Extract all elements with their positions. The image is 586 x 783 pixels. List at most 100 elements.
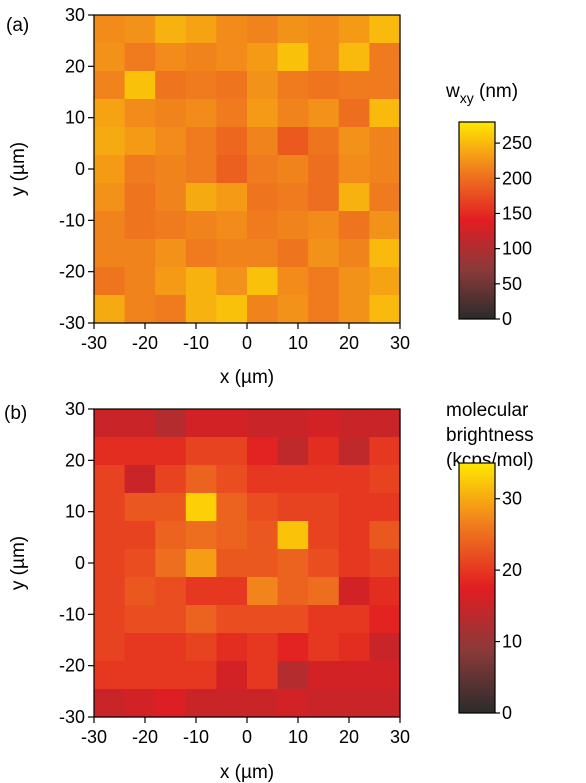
heat-cell (185, 437, 217, 466)
heat-cell (124, 605, 156, 634)
heat-cell (94, 437, 126, 466)
heat-cell (338, 437, 370, 466)
colorbar-tick-label: 30 (502, 489, 522, 509)
heat-cell (216, 437, 248, 466)
colorbar-title-b-line1: molecular (446, 400, 529, 421)
heat-cell (94, 689, 126, 718)
x-tick-label: -30 (81, 333, 107, 353)
heat-cell (124, 689, 156, 718)
heat-cell (277, 661, 309, 690)
heat-cell (247, 661, 279, 690)
heat-cell (185, 661, 217, 690)
heat-cell (369, 409, 401, 438)
colorbar-tick-label: 50 (502, 274, 522, 294)
heat-cell (185, 267, 217, 296)
heat-cell (277, 239, 309, 268)
y-axis-label-a: y (µm) (8, 142, 29, 196)
heat-cell (185, 15, 217, 44)
heat-cell (124, 155, 156, 184)
heat-cell (338, 15, 370, 44)
colorbar-title-a-main: w (445, 81, 460, 102)
x-tick-label: 10 (288, 333, 308, 353)
heat-cell (247, 155, 279, 184)
heat-cell (369, 493, 401, 522)
panel-b-label: (b) (4, 403, 27, 424)
heat-cell (277, 605, 309, 634)
heat-cell (338, 493, 370, 522)
heat-cell (277, 409, 309, 438)
heat-cell (308, 577, 340, 606)
heat-cell (308, 661, 340, 690)
heat-cell (94, 15, 126, 44)
heat-cell (155, 493, 187, 522)
heat-cell (338, 465, 370, 494)
colorbar-tick-label: 20 (502, 560, 522, 580)
panel-b: (b) -30 -20 -10 0 10 20 30 30 20 10 0 -10 -20 -30 x … (4, 399, 534, 783)
heat-cell (94, 605, 126, 634)
heat-cell (369, 43, 401, 72)
x-tick-label: 10 (288, 727, 308, 747)
colorbar-a (458, 121, 496, 320)
x-tick-label: 20 (339, 727, 359, 747)
heat-cell (338, 605, 370, 634)
heat-cell (94, 267, 126, 296)
heat-cell (155, 549, 187, 578)
heat-cell (277, 633, 309, 662)
heat-cell (369, 99, 401, 128)
heat-cell (338, 71, 370, 100)
heat-cell (247, 633, 279, 662)
colorbar-title-a: wxy (nm) (445, 81, 518, 106)
heat-cell (277, 549, 309, 578)
y-tick-label: 10 (65, 108, 85, 128)
heat-cell (124, 521, 156, 550)
heat-cell (338, 295, 370, 324)
heat-cell (338, 99, 370, 128)
heat-cell (338, 549, 370, 578)
heat-cell (247, 521, 279, 550)
heat-cell (185, 239, 217, 268)
heat-cell (94, 493, 126, 522)
heat-cell (308, 15, 340, 44)
heat-cell (338, 521, 370, 550)
heat-cell (155, 577, 187, 606)
heat-cell (277, 43, 309, 72)
heat-cell (94, 633, 126, 662)
heat-cell (216, 15, 248, 44)
heat-cell (369, 437, 401, 466)
x-axis-a: -30 -20 -10 0 10 20 30 (81, 323, 410, 353)
heat-cell (277, 521, 309, 550)
heat-cell (308, 71, 340, 100)
heat-cell (308, 409, 340, 438)
heat-cell (308, 99, 340, 128)
heat-cell (277, 689, 309, 718)
heat-cell (338, 661, 370, 690)
heat-cell (277, 127, 309, 156)
colorbar-tick-label: 200 (502, 168, 532, 188)
colorbar-title-a-sub: xy (460, 90, 474, 106)
heat-cell (155, 437, 187, 466)
heat-cell (124, 267, 156, 296)
heat-cell (308, 295, 340, 324)
heat-cell (216, 295, 248, 324)
heatmap-a (94, 15, 401, 324)
y-tick-label: 0 (75, 159, 85, 179)
y-axis-label-b: y (µm) (8, 536, 29, 590)
heat-cell (185, 99, 217, 128)
heat-cell (94, 521, 126, 550)
heat-cell (338, 409, 370, 438)
heat-cell (216, 465, 248, 494)
heat-cell (277, 267, 309, 296)
colorbar-tick-label: 150 (502, 203, 532, 223)
heat-cell (247, 183, 279, 212)
colorbar-tick-label: 10 (502, 632, 522, 652)
x-tick-label: 0 (242, 333, 252, 353)
heat-cell (247, 409, 279, 438)
heat-cell (216, 577, 248, 606)
heat-cell (185, 493, 217, 522)
heat-cell (247, 267, 279, 296)
heat-cell (185, 71, 217, 100)
x-tick-label: -20 (132, 333, 158, 353)
heat-cell (124, 577, 156, 606)
